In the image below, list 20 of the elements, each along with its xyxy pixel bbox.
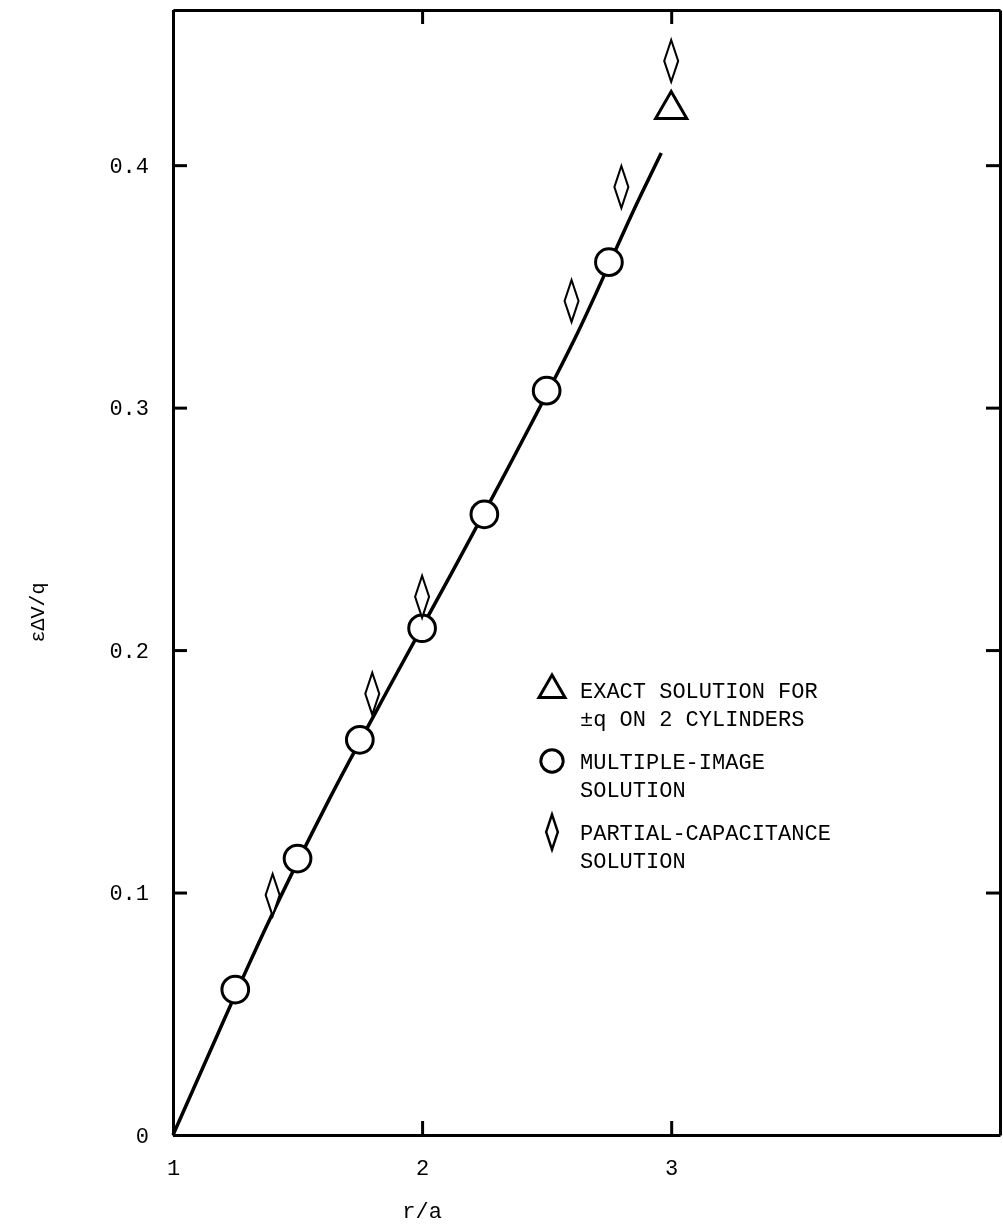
legend-label: PARTIAL-CAPACITANCE SOLUTION <box>580 822 831 875</box>
point <box>407 613 437 644</box>
y-tick-label: 0.4 <box>109 154 149 180</box>
y-tick-label: 0.2 <box>109 639 149 665</box>
point <box>531 375 562 406</box>
point <box>220 974 251 1005</box>
y-tick-label: 0.3 <box>109 397 149 423</box>
y-tick-label: 0.1 <box>109 882 149 908</box>
x-tick-label: 1 <box>166 1156 181 1182</box>
point <box>469 499 500 530</box>
x-tick-label: 3 <box>665 1156 679 1182</box>
legend-label: MULTIPLE-IMAGE SOLUTION <box>580 751 765 804</box>
y-axis-title: εΔV/q <box>27 582 50 643</box>
x-tick-label: 2 <box>415 1156 430 1182</box>
point <box>594 247 624 277</box>
point <box>282 843 313 874</box>
point <box>344 724 375 755</box>
legend-label: EXACT SOLUTION FOR ±q ON 2 CYLINDERS <box>580 680 818 733</box>
x-axis-title: r/a <box>402 1200 442 1225</box>
y-tick-label: 0 <box>135 1124 149 1150</box>
